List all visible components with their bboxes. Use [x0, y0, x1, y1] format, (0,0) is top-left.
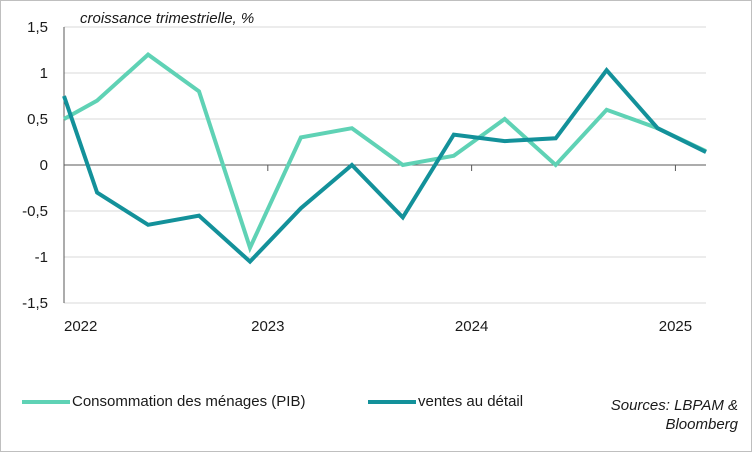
x-tick-label: 2022 [64, 318, 97, 335]
y-axis-unit-label: croissance trimestrielle, % [80, 10, 255, 27]
legend-swatch-consommation [22, 399, 70, 404]
series-line-ventes [62, 67, 707, 265]
y-tick-label: 1 [40, 65, 48, 82]
legend-swatch-ventes [368, 399, 416, 404]
y-tick-label: -0,5 [22, 203, 48, 220]
sources-note: Sources: LBPAM & Bloomberg [560, 396, 738, 434]
legend-item-ventes: ventes au détail [368, 393, 523, 410]
y-tick-label: -1 [35, 249, 48, 266]
y-tick-label: -1,5 [22, 295, 48, 312]
y-tick-label: 1,5 [27, 19, 48, 36]
x-tick-label: 2023 [251, 318, 284, 335]
series-line-consommation [63, 52, 707, 254]
sources-line-2: Bloomberg [665, 416, 738, 433]
y-tick-label: 0,5 [27, 111, 48, 128]
legend-label-consommation: Consommation des ménages (PIB) [72, 393, 306, 410]
x-tick-label: 2024 [455, 318, 488, 335]
y-tick-label: 0 [40, 157, 48, 174]
x-tick-label: 2025 [659, 318, 692, 335]
legend-label-ventes: ventes au détail [418, 393, 524, 410]
legend-item-consommation: Consommation des ménages (PIB) [22, 393, 305, 410]
sources-line-1: Sources: LBPAM & [610, 397, 738, 414]
